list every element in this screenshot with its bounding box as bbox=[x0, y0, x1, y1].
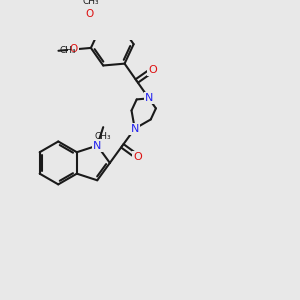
Text: CH₃: CH₃ bbox=[82, 0, 99, 6]
Text: O: O bbox=[69, 44, 77, 55]
Text: CH₃: CH₃ bbox=[60, 46, 76, 55]
Text: O: O bbox=[86, 9, 94, 19]
Text: O: O bbox=[134, 152, 142, 162]
Text: N: N bbox=[130, 124, 139, 134]
Text: CH₃: CH₃ bbox=[95, 132, 112, 141]
Text: N: N bbox=[93, 141, 101, 151]
Text: O: O bbox=[148, 65, 157, 75]
Text: N: N bbox=[130, 124, 139, 134]
Text: N: N bbox=[145, 93, 153, 103]
